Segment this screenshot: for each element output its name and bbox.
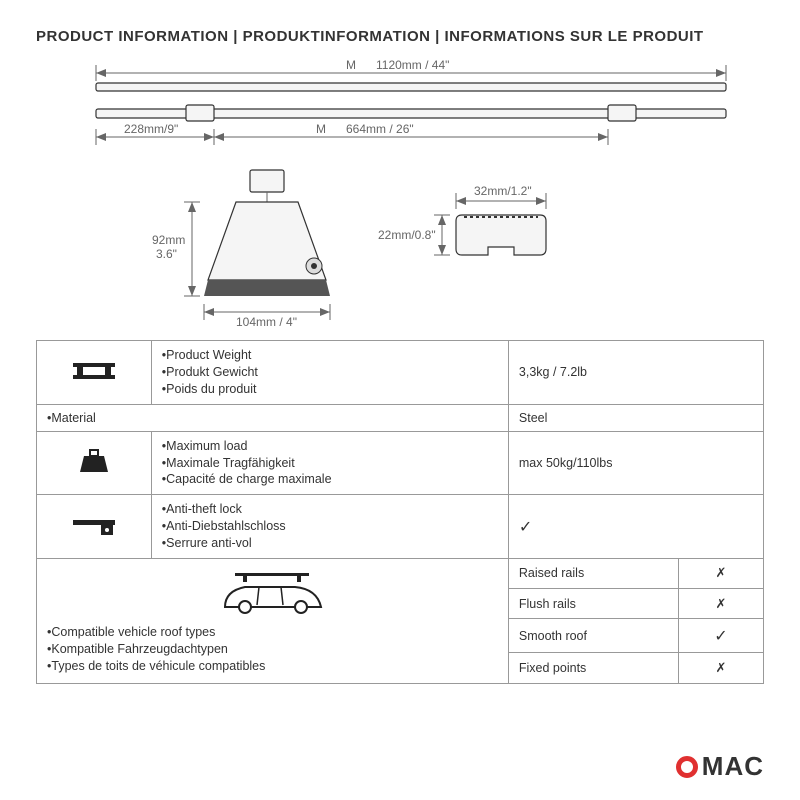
table-row: •Material Steel [37, 404, 764, 431]
table-row: •Anti-theft lock •Anti-Diebstahlschloss … [37, 495, 764, 559]
svg-text:3.6": 3.6" [156, 247, 177, 261]
compat-smooth-label: Smooth roof [508, 619, 678, 653]
table-row: •Compatible vehicle roof types •Kompatib… [37, 558, 764, 588]
svg-text:32mm/1.2": 32mm/1.2" [474, 184, 532, 198]
lock-labels: •Anti-theft lock •Anti-Diebstahlschloss … [151, 495, 508, 559]
compat-raised-label: Raised rails [508, 558, 678, 588]
spec-table: •Product Weight •Produkt Gewicht •Poids … [36, 340, 764, 684]
page-title: PRODUCT INFORMATION | PRODUKTINFORMATION… [0, 0, 800, 55]
svg-text:1120mm / 44": 1120mm / 44" [376, 58, 449, 72]
weight-value: 3,3kg / 7.2lb [508, 341, 763, 405]
svg-text:664mm / 26": 664mm / 26" [346, 122, 414, 136]
compat-fixed-label: Fixed points [508, 653, 678, 683]
svg-text:104mm / 4": 104mm / 4" [236, 315, 297, 329]
brand-o-icon [676, 756, 698, 778]
car-icon [217, 567, 327, 615]
compat-raised-value: ✗ [678, 558, 763, 588]
table-row: •Maximum load •Maximale Tragfähigkeit •C… [37, 431, 764, 495]
svg-text:228mm/9": 228mm/9" [124, 122, 178, 136]
table-row: •Product Weight •Produkt Gewicht •Poids … [37, 341, 764, 405]
compat-cell: •Compatible vehicle roof types •Kompatib… [37, 558, 509, 683]
compat-flush-label: Flush rails [508, 588, 678, 618]
material-label: •Material [37, 404, 509, 431]
compat-fixed-value: ✗ [678, 653, 763, 683]
load-icon [37, 431, 152, 495]
svg-text:22mm/0.8": 22mm/0.8" [378, 228, 436, 242]
lock-value: ✓ [508, 495, 763, 559]
compat-smooth-value: ✓ [678, 619, 763, 653]
load-labels: •Maximum load •Maximale Tragfähigkeit •C… [151, 431, 508, 495]
load-value: max 50kg/110lbs [508, 431, 763, 495]
svg-text:92mm: 92mm [152, 233, 185, 247]
compat-flush-value: ✗ [678, 588, 763, 618]
lock-icon [37, 495, 152, 559]
weight-icon [37, 341, 152, 405]
svg-text:M: M [316, 122, 326, 136]
brand-logo: MAC [676, 751, 764, 782]
material-value: Steel [508, 404, 763, 431]
svg-text:M: M [346, 58, 356, 72]
weight-labels: •Product Weight •Produkt Gewicht •Poids … [151, 341, 508, 405]
technical-drawing: M 1120mm / 44" 228mm/9" M 664mm / 26" 92… [36, 55, 764, 330]
